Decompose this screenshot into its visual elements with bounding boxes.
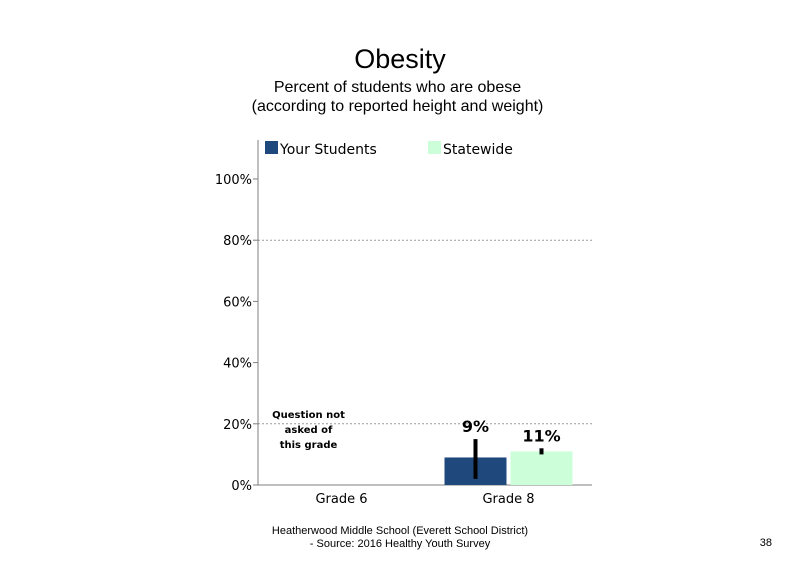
data-label: 9%	[462, 417, 489, 436]
y-tick-label: 20%	[223, 418, 252, 433]
y-tick-label: 80%	[223, 234, 252, 249]
x-tick-label: Grade 6	[315, 492, 367, 507]
annotation-line: this grade	[280, 440, 338, 451]
legend-label: Your Students	[279, 142, 377, 158]
chart-title: Obesity	[354, 44, 446, 74]
footer-school: Heatherwood Middle School (Everett Schoo…	[271, 525, 529, 537]
legend-label: Statewide	[443, 142, 513, 158]
page-number: 38	[759, 537, 772, 549]
data-label: 11%	[522, 426, 560, 445]
chart-subtitle: Percent of students who are obese (accor…	[251, 79, 544, 115]
y-tick-label: 60%	[223, 295, 252, 310]
annotation-line: Question not	[272, 410, 345, 421]
footer-source: Heatherwood Middle School (Everett Schoo…	[250, 525, 550, 551]
y-tick-label: 100%	[215, 173, 252, 188]
legend-swatch	[265, 141, 278, 154]
x-tick-label: Grade 8	[482, 492, 534, 507]
y-tick-label: 0%	[231, 479, 252, 494]
legend-swatch	[428, 141, 441, 154]
annotation-text: Question not asked of this grade	[272, 410, 345, 451]
footer-survey: - Source: 2016 Healthy Youth Survey	[309, 538, 491, 550]
y-tick-label: 40%	[223, 357, 252, 372]
annotation-line: asked of	[285, 425, 333, 436]
bar	[510, 451, 573, 485]
